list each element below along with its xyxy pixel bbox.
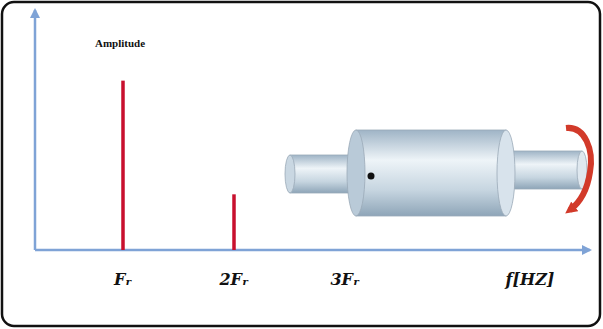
shaft-illustration (285, 128, 591, 216)
x-axis-label: f[HZ] (505, 270, 555, 289)
chart: Fᵣ 2Fᵣ 3Fᵣ f[HZ] Amplitude (0, 0, 603, 329)
x-tick-label: Fᵣ (113, 270, 132, 289)
y-axis-label: Amplitude (95, 37, 145, 49)
frame (2, 2, 600, 326)
rotor-right-end (497, 130, 515, 216)
shaft-left-end (285, 155, 295, 193)
rotor (356, 130, 506, 216)
x-tick-label: 2Fᵣ (218, 270, 248, 289)
bar (343, 250, 347, 251)
x-tick-label: 3Fᵣ (330, 270, 359, 289)
x-axis (35, 249, 590, 252)
rotor-left-end (347, 130, 365, 216)
bars (121, 81, 236, 250)
y-axis (34, 10, 37, 250)
bar (121, 81, 125, 250)
unbalance-mass (368, 173, 375, 180)
bar (232, 194, 236, 250)
rotation-arrow (566, 128, 591, 210)
